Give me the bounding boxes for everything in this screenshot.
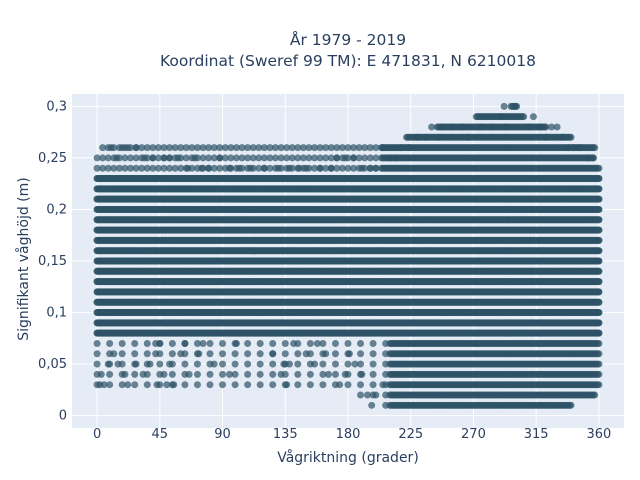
data-point <box>595 339 603 347</box>
data-point <box>118 381 126 389</box>
data-point <box>319 339 327 347</box>
data-point <box>156 360 164 368</box>
data-point <box>193 360 201 368</box>
data-point <box>168 339 176 347</box>
data-point <box>331 360 339 368</box>
data-point <box>181 381 189 389</box>
data-point <box>306 381 314 389</box>
data-point <box>344 360 352 368</box>
data-point <box>256 381 264 389</box>
data-point <box>595 360 603 368</box>
data-point <box>93 339 101 347</box>
data-point <box>344 381 352 389</box>
data-point <box>231 360 239 368</box>
data-point <box>93 350 101 358</box>
data-point <box>306 339 314 347</box>
data-point <box>256 339 264 347</box>
data-point <box>256 350 264 358</box>
data-point <box>591 391 599 399</box>
data-point <box>219 339 227 347</box>
data-point <box>131 370 139 378</box>
data-point <box>131 381 139 389</box>
data-point <box>181 360 189 368</box>
chart-title: År 1979 - 2019 Koordinat (Sweref 99 TM):… <box>160 30 536 70</box>
data-point <box>193 370 201 378</box>
data-point <box>106 339 114 347</box>
data-point <box>331 370 339 378</box>
data-point <box>219 381 227 389</box>
data-point <box>357 339 365 347</box>
data-point <box>306 370 314 378</box>
data-point <box>331 350 339 358</box>
data-point <box>357 350 365 358</box>
data-point <box>206 350 214 358</box>
data-point <box>106 381 114 389</box>
chart-title-line-2: Koordinat (Sweref 99 TM): E 471831, N 62… <box>160 52 536 70</box>
data-point <box>269 339 277 347</box>
data-point <box>143 381 151 389</box>
data-point <box>281 339 289 347</box>
data-point <box>595 370 603 378</box>
data-point <box>256 360 264 368</box>
data-point <box>294 350 302 358</box>
chart-title-line-1: År 1979 - 2019 <box>290 30 406 49</box>
data-point <box>294 381 302 389</box>
data-point <box>369 360 377 368</box>
data-point <box>319 381 327 389</box>
data-point <box>244 381 252 389</box>
data-point <box>143 350 151 358</box>
data-point <box>357 391 365 399</box>
data-point <box>369 381 377 389</box>
data-point <box>93 360 101 368</box>
data-point <box>281 350 289 358</box>
data-point <box>595 381 603 389</box>
data-point <box>269 370 277 378</box>
data-point <box>206 339 214 347</box>
data-point <box>231 381 239 389</box>
data-point <box>168 370 176 378</box>
data-point <box>193 381 201 389</box>
data-point <box>106 370 114 378</box>
data-point <box>219 350 227 358</box>
data-point <box>244 350 252 358</box>
data-point <box>294 360 302 368</box>
data-point <box>319 360 327 368</box>
data-point <box>219 360 227 368</box>
data-point <box>143 339 151 347</box>
data-point <box>131 350 139 358</box>
data-point <box>369 370 377 378</box>
data-point <box>369 339 377 347</box>
data-point <box>193 339 201 347</box>
data-point <box>244 339 252 347</box>
data-point <box>244 370 252 378</box>
data-point <box>369 350 377 358</box>
data-point <box>231 370 239 378</box>
data-point <box>118 339 126 347</box>
data-point <box>206 381 214 389</box>
data-point <box>256 370 264 378</box>
data-point <box>219 370 227 378</box>
data-point <box>269 360 277 368</box>
data-point <box>168 350 176 358</box>
data-point <box>294 370 302 378</box>
data-point <box>331 339 339 347</box>
data-point <box>567 401 575 409</box>
data-point <box>269 381 277 389</box>
data-point <box>231 350 239 358</box>
data-point <box>357 360 365 368</box>
data-point <box>319 370 327 378</box>
data-point <box>118 350 126 358</box>
data-point <box>131 339 139 347</box>
data-point <box>244 360 252 368</box>
data-point <box>344 339 352 347</box>
data-point <box>595 350 603 358</box>
data-points <box>93 102 603 409</box>
data-point <box>206 370 214 378</box>
data-point <box>357 381 365 389</box>
